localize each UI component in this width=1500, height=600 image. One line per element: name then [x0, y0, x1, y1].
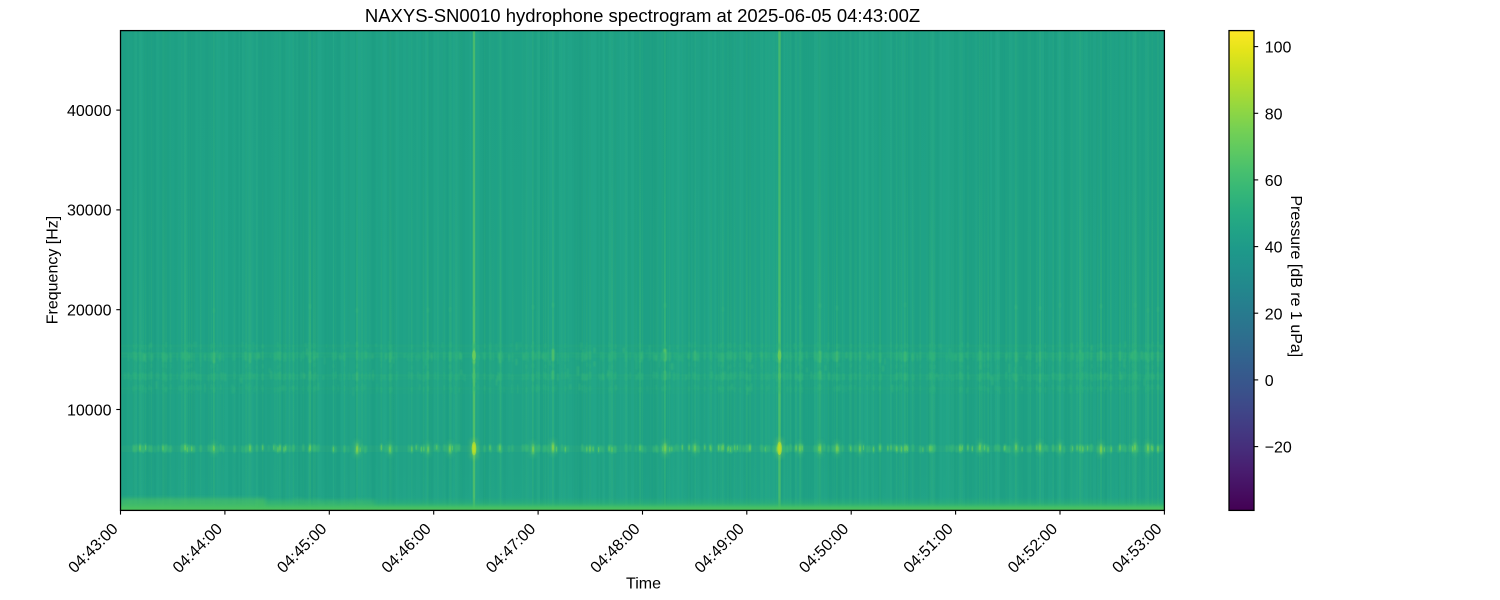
svg-text:40000: 40000 [67, 103, 112, 120]
svg-text:10000: 10000 [67, 402, 112, 419]
svg-text:20000: 20000 [67, 303, 112, 320]
svg-text:60: 60 [1265, 173, 1283, 190]
svg-text:100: 100 [1265, 40, 1292, 57]
svg-text:40: 40 [1265, 240, 1283, 257]
svg-text:−20: −20 [1265, 440, 1292, 457]
svg-text:30000: 30000 [67, 203, 112, 220]
svg-text:Frequency [Hz]: Frequency [Hz] [45, 216, 62, 324]
svg-text:Pressure [dB re 1 uPa]: Pressure [dB re 1 uPa] [1287, 195, 1304, 357]
svg-text:NAXYS-SN0010 hydrophone spectr: NAXYS-SN0010 hydrophone spectrogram at 2… [365, 5, 920, 26]
svg-text:0: 0 [1265, 373, 1274, 390]
svg-text:20: 20 [1265, 306, 1283, 323]
svg-text:Time: Time [626, 576, 661, 593]
svg-text:80: 80 [1265, 106, 1283, 123]
